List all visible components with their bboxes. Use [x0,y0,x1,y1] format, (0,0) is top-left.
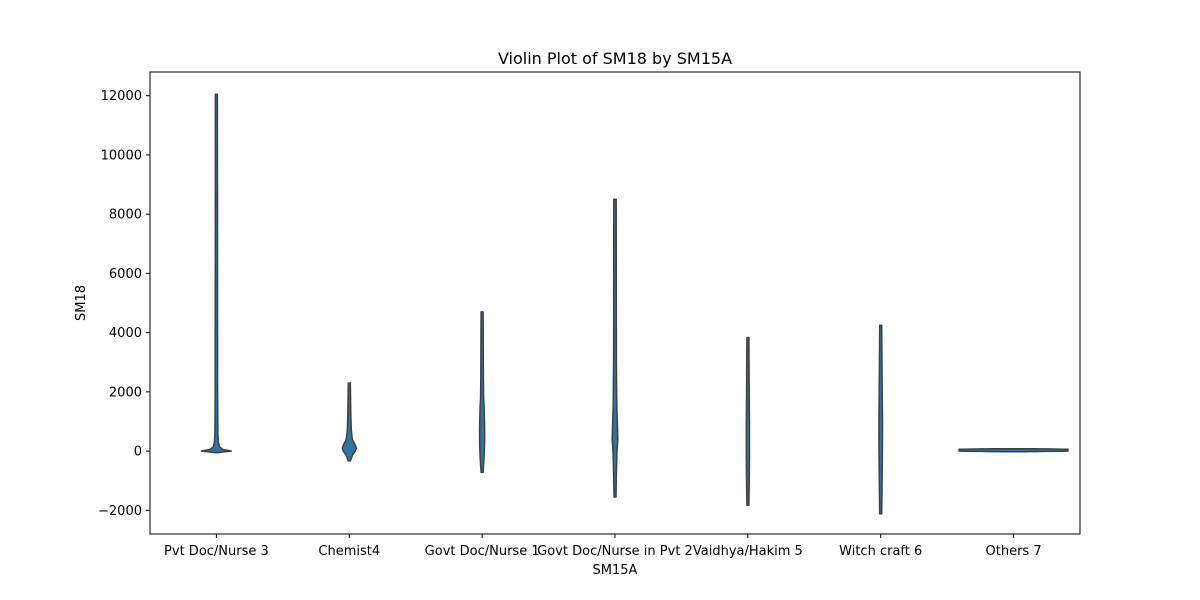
chart-title: Violin Plot of SM18 by SM15A [498,49,732,68]
violin-5 [745,336,751,507]
y-tick-label: 10000 [101,148,142,163]
y-tick-label: 2000 [109,385,142,400]
violin-3 [478,311,486,474]
x-tick-label: Pvt Doc/Nurse 3 [164,544,269,559]
y-axis: −2000 0 2000 4000 6000 8000 10000 12000 [98,89,150,519]
x-tick-label: Govt Doc/Nurse 1 [425,544,540,559]
violin-2 [341,382,358,462]
y-tick-label: 8000 [109,208,142,223]
y-tick-label: 6000 [109,267,142,282]
x-axis-label: SM15A [593,563,638,578]
y-tick-label: 4000 [109,326,142,341]
x-tick-label: Others 7 [986,544,1042,559]
y-tick-label: 12000 [101,89,142,104]
violin-1 [200,93,233,454]
x-tick-label: Govt Doc/Nurse in Pvt 2 [537,544,693,559]
violin-4 [611,198,619,498]
violin-6 [878,324,884,515]
x-tick-label: Vaidhya/Hakim 5 [693,544,803,559]
y-tick-label: 0 [134,445,142,460]
x-tick-label: Witch craft 6 [839,544,922,559]
y-tick-label: −2000 [98,504,142,519]
violin-7 [958,447,1069,453]
y-axis-label: SM18 [74,285,89,321]
violins-layer [200,93,1069,515]
x-tick-label: Chemist4 [318,544,380,559]
x-axis: Pvt Doc/Nurse 3 Chemist4 Govt Doc/Nurse 1G… [164,534,1042,559]
